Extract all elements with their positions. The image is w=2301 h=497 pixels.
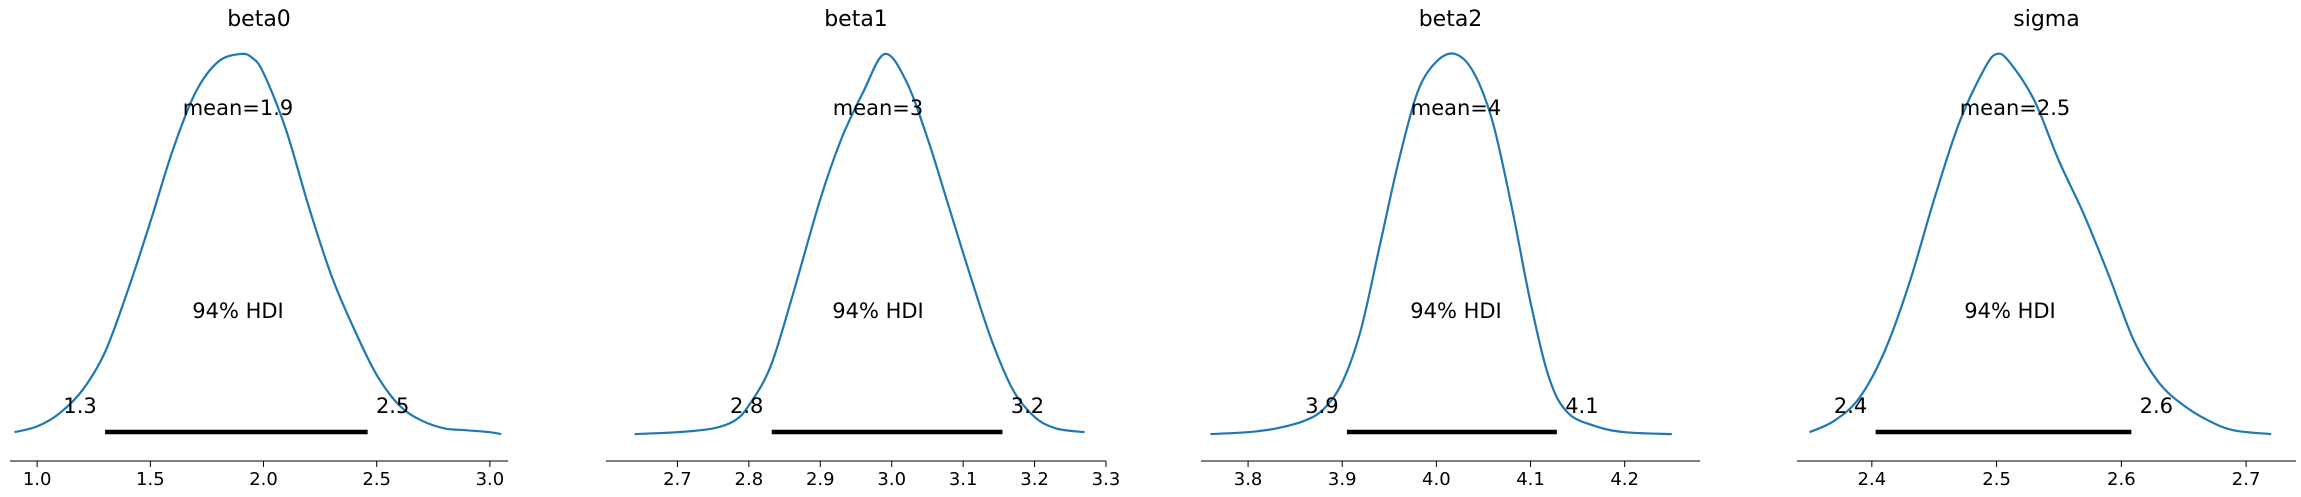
hdi-label: 94% HDI: [1410, 299, 1502, 323]
x-tick-label: 2.5: [362, 469, 391, 490]
hdi-lower-label: 3.9: [1305, 394, 1338, 418]
density-curve: [1210, 52, 1672, 436]
x-tick-label: 4.0: [1422, 469, 1451, 490]
x-tick-label: 4.2: [1610, 469, 1639, 490]
panel-title: beta0: [227, 7, 291, 32]
hdi-label: 94% HDI: [192, 299, 284, 323]
x-tick-label: 3.3: [1092, 469, 1121, 490]
x-tick-label: 2.8: [735, 469, 764, 490]
panel-title: beta1: [824, 7, 888, 32]
x-tick-label: 3.0: [877, 469, 906, 490]
hdi-lower-label: 1.3: [63, 394, 96, 418]
x-tick-label: 2.7: [663, 469, 692, 490]
hdi-upper-label: 2.5: [376, 394, 409, 418]
panel-beta1: beta1 mean=3 94% HDI 2.8 3.2 2.7 2.8 2.9 3.0 3.1 3…: [606, 7, 1120, 490]
x-tick-label: 2.6: [2107, 469, 2136, 490]
hdi-label: 94% HDI: [832, 299, 924, 323]
mean-label: mean=2.5: [1960, 96, 2071, 120]
x-tick-label: 2.4: [1858, 469, 1887, 490]
x-tick-label: 2.0: [249, 469, 278, 490]
mean-label: mean=1.9: [183, 96, 294, 120]
mean-label: mean=4: [1411, 96, 1502, 120]
hdi-upper-label: 2.6: [2140, 394, 2173, 418]
x-tick-label: 2.9: [806, 469, 835, 490]
hdi-upper-label: 4.1: [1565, 394, 1598, 418]
hdi-upper-label: 3.2: [1011, 394, 1044, 418]
x-tick-label: 3.0: [476, 469, 505, 490]
x-tick-label: 1.5: [136, 469, 165, 490]
density-curve: [14, 52, 502, 436]
hdi-label: 94% HDI: [1964, 299, 2056, 323]
x-tick-label: 1.0: [23, 469, 52, 490]
panel-title: sigma: [2013, 7, 2079, 32]
x-tick-label: 3.2: [1020, 469, 1049, 490]
posterior-panels: beta0 mean=1.9 94% HDI 1.3 2.5 1.0 1.5 2.0 2.5 3.…: [10, 7, 2296, 490]
x-tick-label: 4.1: [1516, 469, 1545, 490]
x-tick-label: 3.8: [1234, 469, 1263, 490]
panel-beta0: beta0 mean=1.9 94% HDI 1.3 2.5 1.0 1.5 2.0 2.5 3.…: [10, 7, 508, 490]
hdi-lower-label: 2.8: [730, 394, 763, 418]
hdi-lower-label: 2.4: [1834, 394, 1867, 418]
panel-sigma: sigma mean=2.5 94% HDI 2.4 2.6 2.4 2.5 2.6 2.7: [1797, 7, 2296, 490]
panel-beta2: beta2 mean=4 94% HDI 3.9 4.1 3.8 3.9 4.0 4.1 4.2: [1201, 7, 1700, 490]
x-tick-label: 2.7: [2232, 469, 2261, 490]
x-tick-label: 3.9: [1328, 469, 1357, 490]
x-tick-label: 3.1: [949, 469, 978, 490]
panel-title: beta2: [1419, 7, 1483, 32]
density-curve: [1809, 52, 2272, 436]
mean-label: mean=3: [833, 96, 924, 120]
density-curve: [634, 52, 1085, 436]
x-tick-label: 2.5: [1982, 469, 2011, 490]
